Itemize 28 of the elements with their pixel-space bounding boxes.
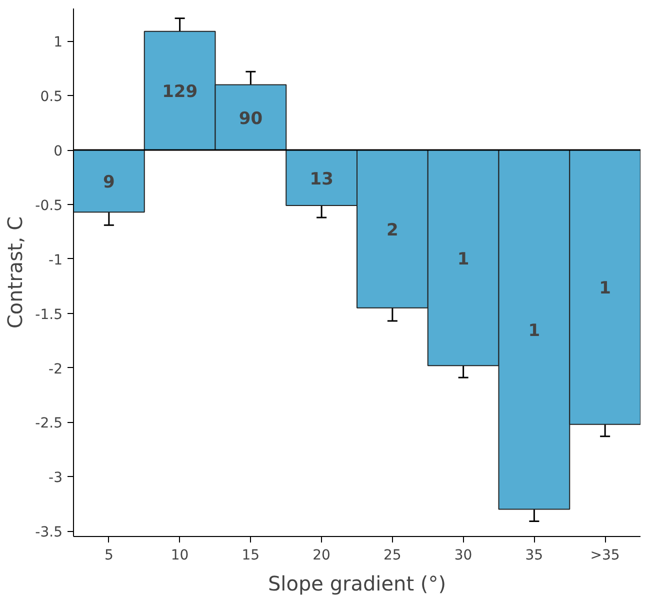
y-tick-label: 1 — [54, 34, 63, 51]
y-axis-title: Contrast, C — [3, 216, 28, 329]
x-tick-label: 30 — [454, 548, 472, 564]
x-tick-label: 25 — [384, 548, 402, 564]
annotation: 1 — [599, 278, 611, 299]
y-tick-label: 0.5 — [40, 89, 62, 106]
y-tick-label: -1.5 — [35, 306, 63, 323]
x-tick-label: 35 — [525, 548, 544, 564]
y-tick-label: -2.5 — [35, 416, 63, 432]
x-tick-label: 20 — [312, 548, 330, 564]
x-tick-label: >35 — [590, 548, 620, 564]
x-tick-label: 15 — [242, 548, 260, 564]
y-tick-label: -3 — [48, 470, 63, 486]
annotation: 1 — [528, 321, 540, 342]
annotation: 129 — [162, 82, 198, 102]
x-tick-label: 5 — [104, 548, 114, 564]
annotation: 1 — [457, 249, 470, 270]
annotation: 9 — [103, 172, 115, 193]
y-tick-label: -0.5 — [35, 198, 63, 214]
x-axis-title: Slope gradient (°) — [268, 572, 446, 596]
y-tick-label: -3.5 — [35, 524, 63, 541]
annotation: 13 — [310, 169, 334, 190]
y-tick-label: 0 — [54, 144, 63, 160]
x-tick-label: 10 — [170, 548, 189, 564]
annotation: 90 — [238, 108, 263, 129]
y-tick-label: -1 — [48, 252, 63, 268]
annotation: 2 — [386, 220, 398, 240]
y-tick-label: -2 — [48, 361, 63, 378]
